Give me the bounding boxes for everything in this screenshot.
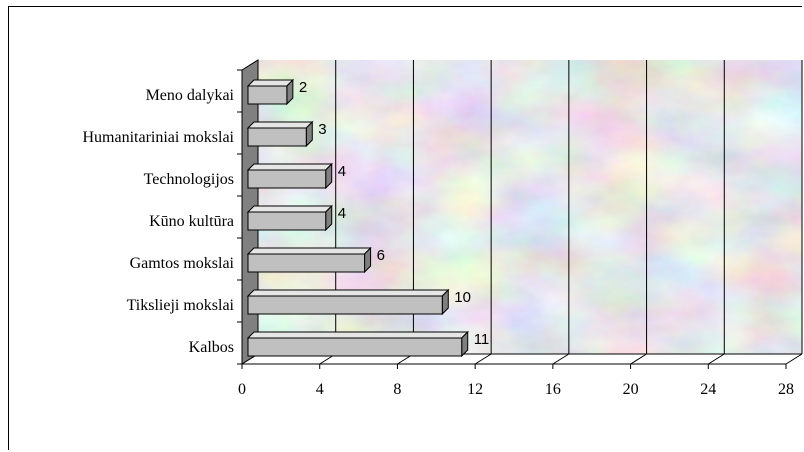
bar <box>247 295 443 315</box>
floor-gridline <box>552 353 570 365</box>
x-tick-label: 16 <box>545 381 561 398</box>
category-label: Tikslieji mokslai <box>127 297 235 314</box>
data-label: 3 <box>318 121 326 138</box>
category-label: Kūno kultūra <box>149 213 234 230</box>
category-label: Gamtos mokslai <box>130 255 235 272</box>
bar <box>247 337 463 357</box>
bar-top <box>246 121 314 129</box>
floor-gridline <box>785 353 803 365</box>
bar-top <box>246 331 469 339</box>
x-tick-label: 8 <box>393 381 401 398</box>
category-label: Kalbos <box>189 339 234 356</box>
bars <box>246 78 469 358</box>
bar <box>247 85 288 105</box>
bar-top <box>246 247 372 255</box>
bar-top <box>246 163 333 171</box>
category-label: Humanitariniai mokslai <box>82 129 234 146</box>
x-tick-label: 4 <box>316 381 324 398</box>
bar-top <box>246 205 333 213</box>
category-label: Meno dalykai <box>146 87 235 104</box>
data-label: 4 <box>338 205 346 222</box>
category-label: Technologijos <box>144 171 234 188</box>
bar <box>247 127 307 147</box>
data-label: 11 <box>474 331 490 348</box>
x-tick-label: 28 <box>778 381 794 398</box>
data-label: 6 <box>377 247 385 264</box>
x-tick-label: 24 <box>700 381 716 398</box>
bar-top <box>246 79 295 87</box>
x-tick-label: 20 <box>623 381 639 398</box>
floor-gridline <box>630 353 647 365</box>
bar <box>247 169 327 189</box>
data-label: 4 <box>338 163 346 180</box>
bar <box>247 253 366 273</box>
data-label: 10 <box>454 289 471 306</box>
floor-gridline <box>708 353 725 365</box>
bar-top <box>246 289 450 297</box>
bar <box>247 211 327 231</box>
data-label: 2 <box>299 79 307 96</box>
floor-gridline <box>474 353 492 365</box>
x-tick-label: 0 <box>238 381 246 398</box>
x-tick-label: 12 <box>467 381 483 398</box>
